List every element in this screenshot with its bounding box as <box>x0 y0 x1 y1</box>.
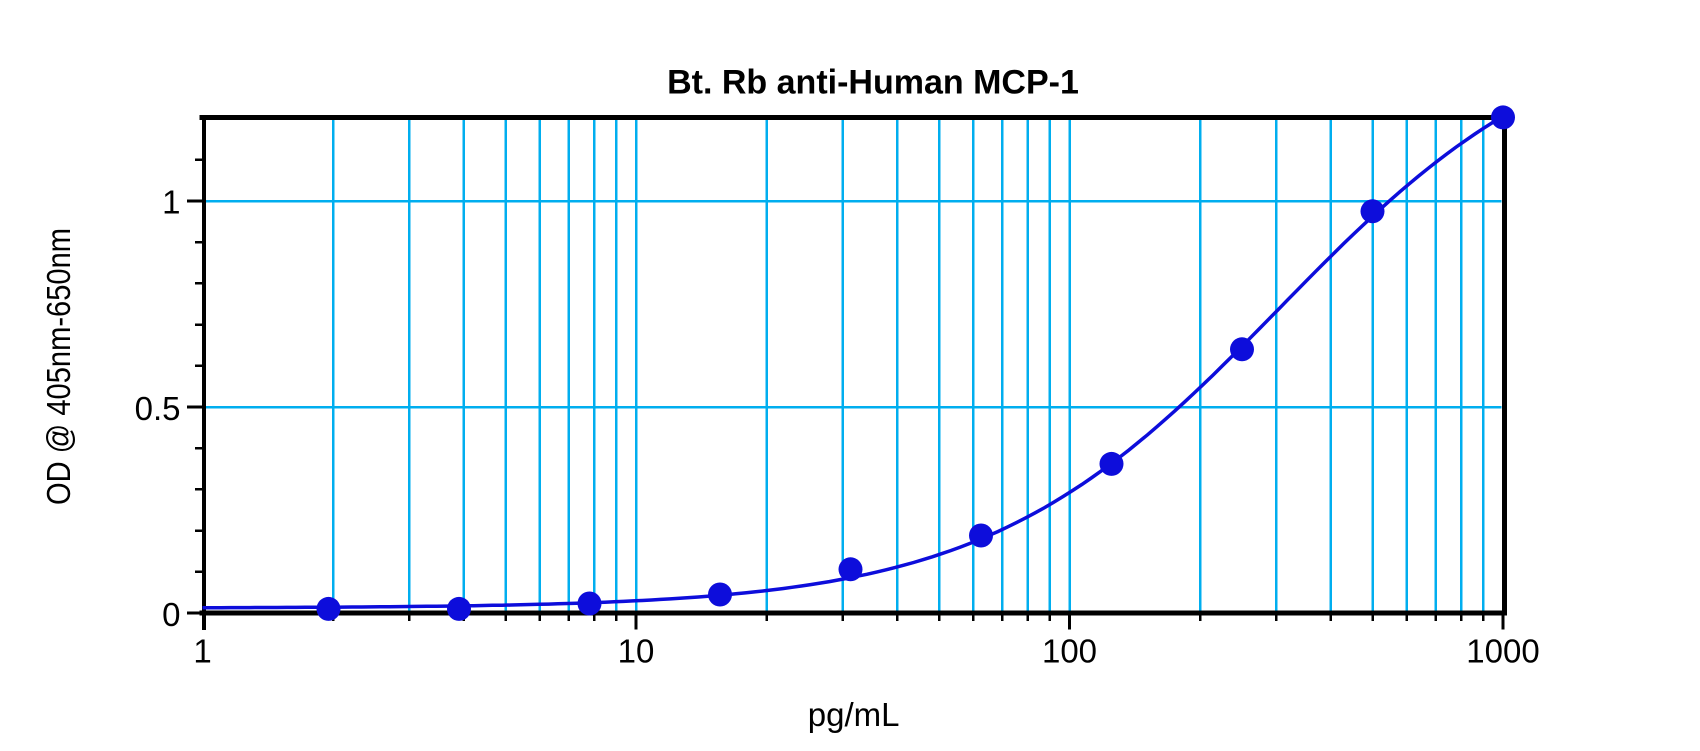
svg-text:1: 1 <box>162 184 180 221</box>
svg-text:0: 0 <box>162 596 180 633</box>
svg-text:Bt. Rb anti-Human MCP-1: Bt. Rb anti-Human MCP-1 <box>667 64 1079 102</box>
svg-text:1000: 1000 <box>1466 633 1539 670</box>
svg-text:OD @ 405nm-650nm: OD @ 405nm-650nm <box>40 228 77 505</box>
svg-text:10: 10 <box>618 633 655 670</box>
svg-text:pg/mL: pg/mL <box>808 696 900 733</box>
svg-text:100: 100 <box>1042 633 1097 670</box>
svg-text:0.5: 0.5 <box>135 390 181 427</box>
svg-text:1: 1 <box>193 633 211 670</box>
